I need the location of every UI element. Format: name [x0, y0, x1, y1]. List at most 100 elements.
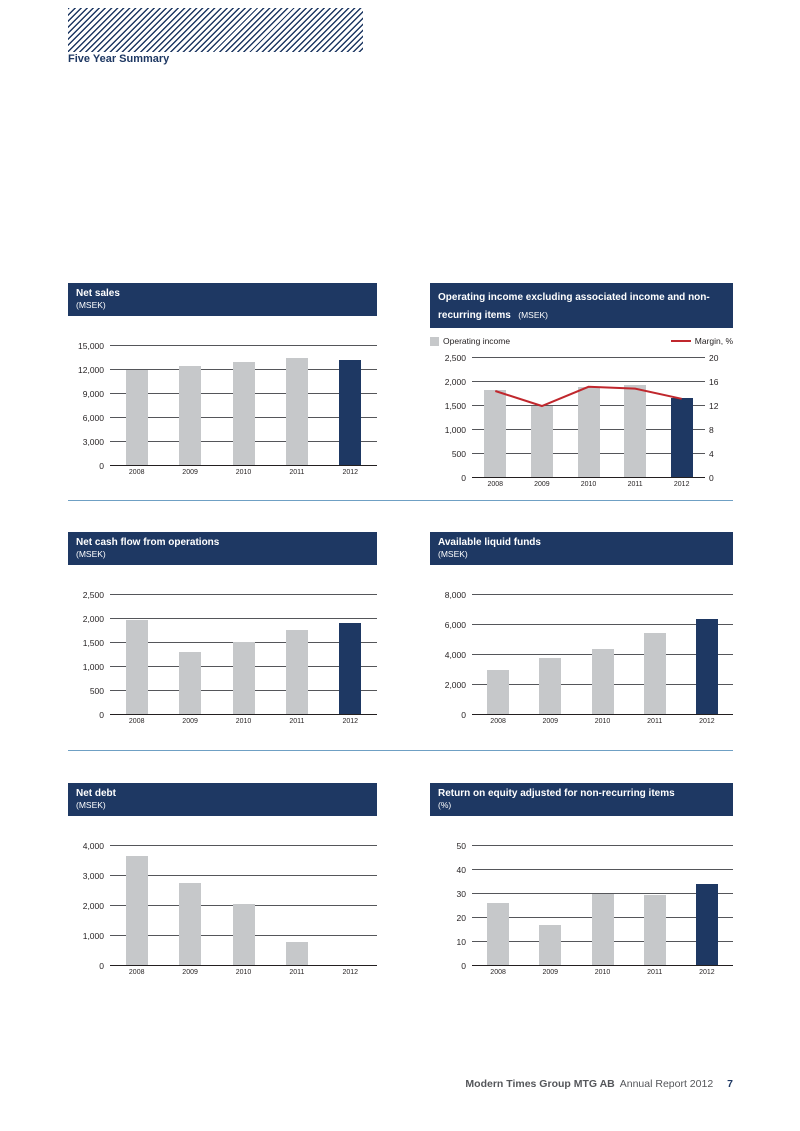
chart-unit: (%)	[438, 800, 452, 810]
axis-baseline	[472, 713, 733, 715]
plot-area: 0 10 20 30 40 50 2008 2009 2010 2011 2012	[457, 841, 733, 976]
bar-2010	[232, 641, 255, 715]
x-axis-tick-label: 2011	[289, 717, 305, 725]
axis-baseline	[472, 477, 705, 478]
axis-baseline	[110, 464, 377, 466]
y-axis-tick-label: 1,000	[444, 425, 466, 435]
x-axis-tick-label: 2010	[594, 717, 611, 725]
y-axis-tick-label: 0	[461, 473, 466, 483]
chart-unit: (MSEK)	[76, 549, 106, 559]
chart-unit: (MSEK)	[518, 310, 549, 320]
x-axis-tick-label: 2009	[182, 468, 198, 476]
bar-2012	[695, 884, 718, 966]
y-axis-tick-label: 6,000	[82, 412, 104, 423]
chart-operating-income: Operating income excluding associated in…	[430, 283, 733, 488]
footer-company: Modern Times Group MTG AB	[465, 1078, 615, 1090]
chart-unit: (MSEK)	[438, 549, 468, 559]
x-axis-tick-label: 2009	[542, 717, 559, 725]
bar-2012	[339, 359, 362, 466]
gridline	[472, 623, 733, 625]
page-number: 7	[727, 1078, 733, 1090]
section-title: Five Year Summary	[68, 53, 170, 65]
bar-2011	[624, 385, 647, 478]
plot-area: 0 3,000 6,000 9,000 12,000 15,000 2008 2009 2010…	[78, 341, 377, 476]
x-axis-tick-label: 2008	[128, 968, 145, 976]
y-axis-tick-label: 1,500	[444, 401, 466, 411]
y-axis-tick-label: 4,000	[82, 840, 104, 851]
y-axis-tick-label: 4,000	[444, 649, 466, 660]
chart-title: Net debt	[76, 788, 116, 799]
x-axis-tick-label: 2009	[534, 481, 550, 488]
bar-2011	[285, 941, 308, 966]
x-axis-tick-label: 2008	[490, 717, 506, 725]
chart-header: Net debt (MSEK)	[68, 783, 377, 816]
bar-2008	[487, 670, 510, 715]
right-axis-tick-label: 8	[709, 425, 714, 435]
gridline	[472, 844, 733, 846]
page-footer: Modern Times Group MTG AB Annual Report 2…	[465, 1078, 733, 1090]
gridline	[472, 892, 733, 894]
x-axis-tick-label: 2011	[627, 481, 643, 488]
plot-wrap: 0 3,000 6,000 9,000 12,000 15,000 2008 2009 2010…	[68, 341, 377, 476]
x-axis-tick-label: 2012	[342, 717, 359, 725]
chart-header: Net cash flow from operations (MSEK)	[68, 532, 377, 565]
chart-title: Return on equity adjusted for non-recurr…	[438, 788, 675, 799]
y-axis-tick-label: 500	[89, 685, 104, 696]
bar-2011	[285, 358, 308, 466]
bar-2011	[643, 894, 666, 966]
y-axis-tick-label: 0	[461, 960, 466, 971]
y-axis-tick-label: 0	[99, 460, 104, 471]
bar-2008	[125, 856, 148, 966]
x-axis-tick-label: 2012	[342, 968, 359, 976]
bar-2012	[339, 623, 362, 715]
gridline	[472, 868, 733, 870]
y-axis-tick-label: 500	[451, 449, 466, 459]
chart-unit: (MSEK)	[76, 800, 106, 810]
legend-label: Operating income	[443, 336, 511, 346]
x-axis-tick-label: 2008	[487, 481, 504, 488]
row-separator	[68, 750, 733, 751]
y-axis-tick-label: 0	[461, 709, 466, 720]
chart-header: Operating income excluding associated in…	[430, 283, 733, 328]
bar-2009	[179, 366, 202, 466]
x-axis-tick-label: 2010	[235, 468, 252, 476]
gridline	[110, 844, 377, 846]
y-axis-tick-label: 0	[99, 709, 104, 720]
chart-title: Net cash flow from operations	[76, 537, 220, 548]
bar-2008	[487, 903, 510, 966]
x-axis-tick-label: 2011	[647, 968, 663, 976]
legend-item-margin: Margin, %	[670, 336, 733, 346]
y-axis-tick-label: 20	[456, 912, 466, 923]
x-axis-tick-label: 2010	[235, 717, 252, 725]
plot-wrap: 0 500 1,000 1,500 2,000 2,500 0 4 8 12 16 20 2008 200…	[430, 353, 733, 488]
y-axis-tick-label: 3,000	[82, 436, 104, 447]
x-axis-tick-label: 2008	[490, 968, 506, 976]
plot-area: 0 2,000 4,000 6,000 8,000 2008 2009 2010 2011 201…	[445, 590, 733, 725]
axis-baseline	[110, 713, 377, 715]
x-axis-tick-label: 2011	[289, 468, 305, 476]
bar-2010	[591, 893, 614, 966]
y-axis-tick-label: 40	[456, 864, 466, 875]
axis-baseline	[472, 964, 733, 966]
bar-2012	[670, 397, 693, 478]
plot-wrap: 0 1,000 2,000 3,000 4,000 2008 2009 2010 2011 201…	[68, 841, 377, 976]
bar-2008	[125, 619, 148, 715]
plot-wrap: 0 500 1,000 1,500 2,000 2,500 2008 2009 2010 2011…	[68, 590, 377, 725]
right-axis-tick-label: 16	[709, 377, 719, 387]
x-axis-tick-label: 2010	[235, 968, 252, 976]
x-axis-tick-label: 2012	[342, 468, 359, 476]
y-axis-tick-label: 3,000	[82, 870, 104, 881]
chart-title: Available liquid funds	[438, 537, 541, 548]
plot-area: 0 1,000 2,000 3,000 4,000 2008 2009 2010 2011 201…	[83, 841, 377, 976]
y-axis-tick-label: 2,000	[82, 900, 104, 911]
bar-2008	[125, 369, 148, 466]
x-axis-tick-label: 2009	[182, 717, 198, 725]
bar-2012	[695, 619, 718, 715]
right-axis-tick-label: 4	[709, 449, 714, 459]
y-axis-tick-label: 12,000	[78, 364, 104, 375]
x-axis-tick-label: 2009	[542, 968, 559, 976]
bar-2008	[484, 389, 507, 478]
gridline	[110, 344, 377, 346]
bar-2009	[539, 924, 562, 966]
